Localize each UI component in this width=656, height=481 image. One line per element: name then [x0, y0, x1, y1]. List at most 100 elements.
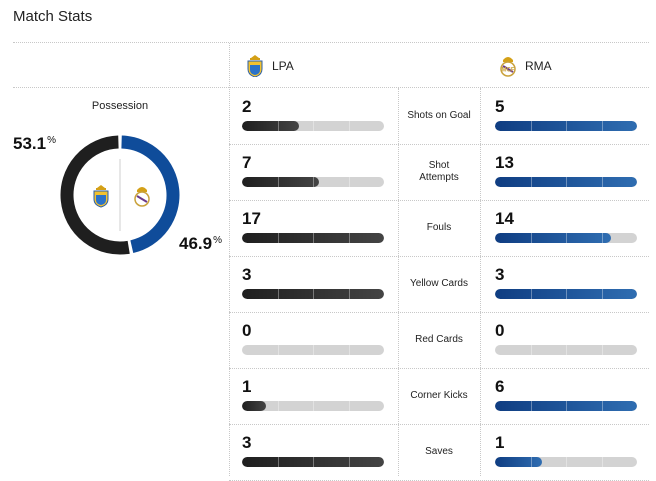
stat-bar-segment [313, 121, 314, 131]
stat-label-text: Yellow Cards [410, 278, 468, 289]
stat-bar-home [242, 177, 384, 187]
stat-label-text: Shots on Goal [407, 110, 471, 121]
stat-bar-fill [242, 177, 319, 187]
stat-label: Saves [398, 424, 480, 480]
stat-value-away: 3 [495, 265, 505, 284]
possession-away-value: 46.9% [179, 234, 222, 254]
stat-value-home: 2 [242, 97, 252, 116]
stat-bar-fill [495, 121, 637, 131]
stat-bar-segment [348, 401, 350, 411]
stat-bar-segment [313, 401, 314, 411]
stat-bar-segment [277, 345, 279, 355]
divider [13, 87, 649, 88]
stat-bar-fill [495, 289, 637, 299]
stat-row: 1 6 Corner Kicks [0, 368, 656, 425]
stat-bar-segment [530, 233, 532, 243]
possession-home-value: 53.1% [13, 134, 56, 154]
stat-bar-segment [530, 401, 532, 411]
stat-bar-segment [530, 289, 532, 299]
stat-value-home: 3 [242, 265, 252, 284]
stat-value-home: 0 [242, 321, 252, 340]
stat-bar-segment [601, 121, 603, 131]
las-palmas-crest-icon [93, 185, 109, 208]
stat-bar-segment [566, 345, 567, 355]
possession-arc-home [60, 135, 130, 255]
stat-label: Shots on Goal [398, 88, 480, 144]
stat-bar-away [495, 177, 637, 187]
page-title: Match Stats [13, 8, 93, 25]
stat-value-away: 0 [495, 321, 505, 340]
stat-bar-fill [495, 177, 637, 187]
stat-bar-segment [348, 289, 350, 299]
possession-unit: % [47, 135, 56, 146]
stat-bar-away [495, 401, 637, 411]
stat-value-away: 1 [495, 433, 505, 452]
stat-value-home: 1 [242, 377, 252, 396]
stat-bar-home [242, 233, 384, 243]
stat-row: 17 14 Fouls [0, 200, 656, 257]
row-divider [229, 256, 649, 257]
possession-arc-away [121, 135, 180, 254]
column-divider [398, 88, 399, 476]
stat-label-text: Fouls [426, 222, 452, 233]
column-divider [480, 88, 481, 476]
stat-bar-home [242, 401, 384, 411]
stat-bar-fill [242, 233, 384, 243]
stat-label-text: Saves [425, 446, 453, 457]
stat-bar-segment [566, 457, 567, 467]
real-madrid-crest-icon [134, 187, 150, 207]
stat-label: Yellow Cards [398, 256, 480, 312]
stat-value-away: 6 [495, 377, 505, 396]
stat-value-away: 5 [495, 97, 505, 116]
stat-bar-segment [601, 401, 603, 411]
stat-bar-home [242, 289, 384, 299]
divider [13, 42, 649, 43]
possession-away-number: 46.9 [179, 234, 213, 253]
stat-bar-segment [348, 121, 350, 131]
stat-bar-segment [601, 457, 603, 467]
team-header-home[interactable]: LPA [246, 54, 294, 78]
stat-bar-segment [313, 177, 314, 187]
stat-bar-segment [566, 289, 567, 299]
stat-value-away: 14 [495, 209, 514, 228]
stat-bar-segment [313, 289, 314, 299]
stat-row: 7 13 Shot Attempts [0, 144, 656, 201]
stat-bar-home [242, 345, 384, 355]
stat-label: Shot Attempts [398, 144, 480, 200]
stat-bar-segment [530, 457, 532, 467]
stat-bar-segment [601, 233, 603, 243]
stat-row: 2 5 Shots on Goal [0, 88, 656, 145]
stat-bar-segment [530, 177, 532, 187]
row-divider [229, 200, 649, 201]
real-madrid-crest-icon: MCF [500, 57, 516, 77]
stat-bar-away [495, 457, 637, 467]
row-divider [229, 312, 649, 313]
stat-bar-segment [530, 121, 532, 131]
svg-text:MCF: MCF [502, 68, 515, 74]
stat-bar-fill [495, 233, 612, 243]
possession-home-number: 53.1 [13, 134, 47, 153]
stat-bar-home [242, 457, 384, 467]
las-palmas-crest-icon [247, 55, 263, 77]
stat-bar-away [495, 289, 637, 299]
stat-bar-fill [495, 401, 637, 411]
stat-bar-segment [566, 177, 567, 187]
stat-bar-fill [242, 457, 384, 467]
stat-bar-segment [566, 233, 567, 243]
stat-value-home: 17 [242, 209, 261, 228]
possession-label: Possession [91, 100, 149, 112]
stat-bar-segment [566, 401, 567, 411]
stat-bar-segment [601, 345, 603, 355]
stat-bar-segment [277, 177, 279, 187]
stat-bar-segment [348, 233, 350, 243]
row-divider [229, 368, 649, 369]
stat-bar-segment [277, 457, 279, 467]
team-header-away[interactable]: MCF RMA [499, 54, 552, 78]
row-divider [229, 144, 649, 145]
stat-label: Corner Kicks [398, 368, 480, 424]
row-divider [229, 424, 649, 425]
stat-bar-fill [242, 121, 299, 131]
stat-value-away: 13 [495, 153, 514, 172]
possession-donut-chart [60, 135, 180, 255]
stat-bar-fill [242, 289, 384, 299]
